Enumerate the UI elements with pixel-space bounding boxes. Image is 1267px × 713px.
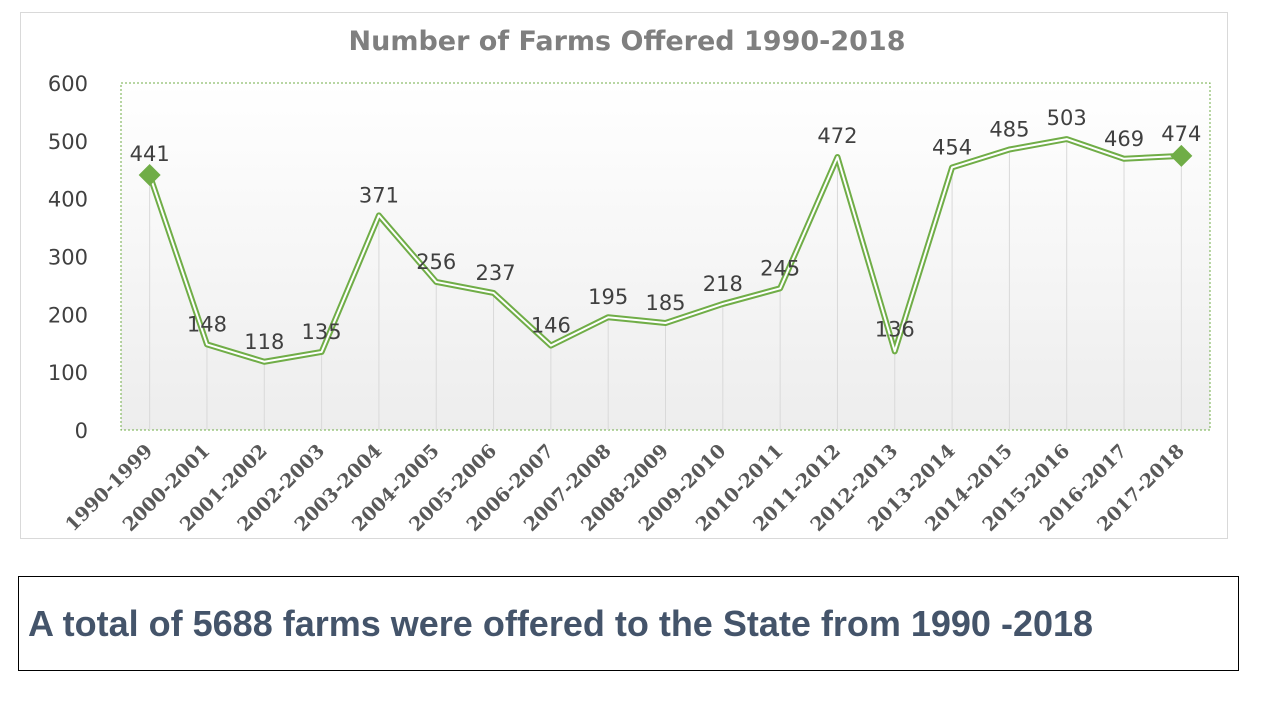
data-label-2010-2011: 245 — [760, 256, 800, 280]
data-label-2015-2016: 503 — [1047, 106, 1087, 130]
data-label-2007-2008: 195 — [588, 285, 628, 309]
data-labels: 441 148 118 135 371 256 237 146 195 185 218 245 472 1… — [130, 106, 1202, 354]
y-tick-label-500: 500 — [48, 130, 88, 154]
data-label-2013-2014: 454 — [932, 135, 972, 159]
grid-lines — [149, 139, 1182, 430]
y-axis-tick-labels: 0 100 200 300 400 500 600 — [48, 72, 88, 443]
y-tick-label-300: 300 — [48, 246, 88, 270]
y-tick-label-0: 0 — [75, 419, 88, 443]
y-tick-label-600: 600 — [48, 72, 88, 96]
data-label-2009-2010: 218 — [703, 272, 743, 296]
summary-text: A total of 5688 farms were offered to th… — [28, 602, 1094, 644]
data-label-2014-2015: 485 — [989, 118, 1029, 142]
line-chart: Number of Farms Offered 1990-2018 0 100 20… — [48, 26, 1211, 536]
y-tick-label-100: 100 — [48, 361, 88, 385]
data-label-2000-2001: 148 — [187, 312, 227, 336]
summary-box: A total of 5688 farms were offered to th… — [18, 576, 1239, 671]
data-label-2005-2006: 237 — [476, 261, 516, 285]
data-label-2017-2018: 474 — [1161, 122, 1201, 146]
chart-title: Number of Farms Offered 1990-2018 — [349, 26, 906, 57]
data-series — [138, 136, 1193, 365]
data-label-2002-2003: 135 — [302, 320, 342, 344]
data-label-2003-2004: 371 — [359, 183, 399, 207]
chart-frame: Number of Farms Offered 1990-2018 0 100 20… — [20, 12, 1228, 539]
data-label-2011-2012: 472 — [817, 124, 857, 148]
marker-1990-1999 — [138, 163, 161, 186]
data-label-2012-2013: 136 — [875, 317, 915, 341]
data-label-2001-2002: 118 — [244, 330, 284, 354]
series-line-inner — [148, 138, 1183, 363]
x-axis-tick-labels: 1990-19992000-20012001-20022002-20032003… — [61, 440, 1189, 536]
data-label-2004-2005: 256 — [416, 250, 456, 274]
y-tick-label-200: 200 — [48, 303, 88, 327]
marker-2017-2018 — [1170, 144, 1193, 167]
y-tick-label-400: 400 — [48, 188, 88, 212]
data-label-2008-2009: 185 — [645, 291, 685, 315]
data-label-1990-1999: 441 — [130, 142, 170, 166]
data-label-2016-2017: 469 — [1104, 127, 1144, 151]
data-label-2006-2007: 146 — [531, 314, 571, 338]
